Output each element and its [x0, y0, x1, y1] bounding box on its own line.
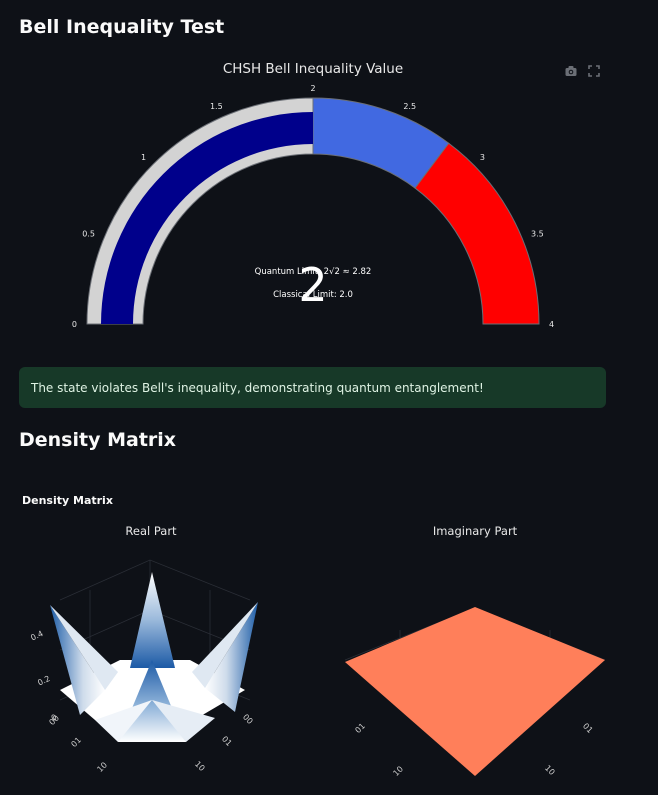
real-z-tick-0: 0: [50, 713, 58, 723]
gauge-tick-0: 0: [72, 320, 77, 329]
real-axis-label-2: 10: [95, 760, 109, 774]
real-axis-label-1: 01: [69, 735, 83, 749]
real-z-tick-2: 0.4: [29, 629, 44, 643]
imag-axis-label-2: 01: [581, 721, 595, 735]
real-axis-label-4: 01: [220, 734, 234, 748]
gauge-tick-7: 3.5: [531, 230, 544, 239]
camera-icon[interactable]: [565, 62, 577, 76]
gauge-value: 2: [298, 258, 327, 312]
quantum-limit-label: Quantum Limit: 2√2 ≈ 2.82: [255, 267, 372, 277]
gauge-value-bar: [101, 112, 313, 324]
real-part-title: Real Part: [125, 524, 177, 538]
real-part-surface: [50, 559, 258, 742]
classical-limit-label: Classical Limit: 2.0: [273, 290, 353, 300]
success-alert: The state violates Bell's inequality, de…: [19, 367, 606, 408]
imag-part-surface: [345, 607, 605, 776]
real-axis-label-3: 00: [241, 712, 255, 726]
gauge-tick-3: 1.5: [210, 102, 223, 111]
gauge-title: CHSH Bell Inequality Value: [223, 61, 403, 77]
gauge-tick-4: 2: [310, 84, 315, 93]
imag-axis-label-0: 01: [353, 721, 367, 735]
gauge-tick-8: 4: [549, 320, 554, 329]
imag-axis-label-3: 10: [543, 763, 557, 777]
alert-text: The state violates Bell's inequality, de…: [31, 380, 484, 395]
gauge-step-2: [414, 142, 540, 325]
density-subtitle: Density Matrix: [22, 494, 113, 507]
real-axis-label-5: 10: [193, 759, 207, 773]
imag-part-title: Imaginary Part: [433, 524, 518, 538]
real-z-tick-1: 0.2: [36, 674, 51, 688]
chart-modebar: [565, 62, 600, 77]
gauge-tick-5: 2.5: [403, 102, 416, 111]
gauge-tick-1: 0.5: [82, 230, 95, 239]
gauge-tick-6: 3: [480, 153, 485, 162]
imag-axis-label-1: 10: [391, 764, 405, 778]
page-title: Bell Inequality Test: [19, 16, 225, 38]
chsh-gauge: CHSH Bell Inequality Value 0 0.5 1 1.5 2 2.5 3…: [72, 61, 554, 329]
gauge-tick-2: 1: [141, 153, 146, 162]
density-section-title: Density Matrix: [19, 429, 177, 451]
fullscreen-icon[interactable]: [588, 62, 600, 77]
